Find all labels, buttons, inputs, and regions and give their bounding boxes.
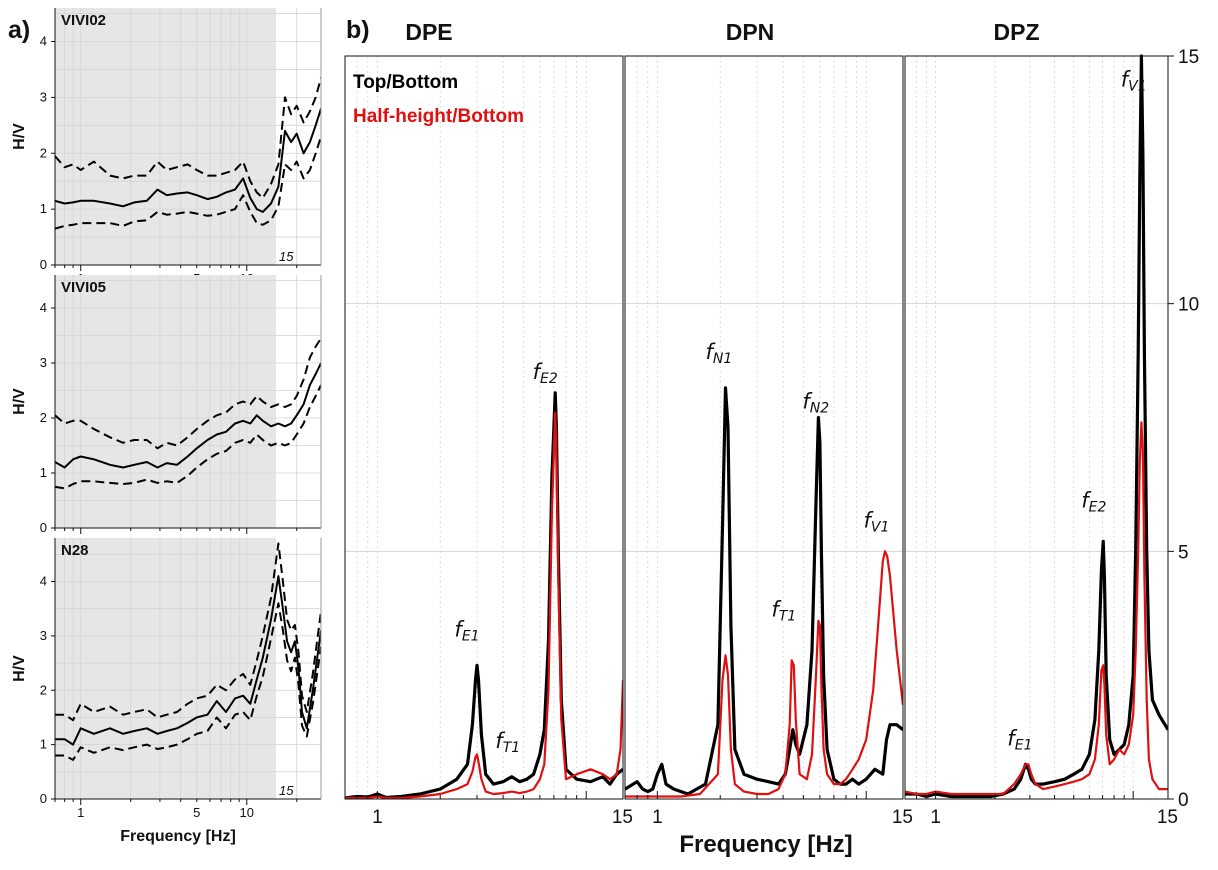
chart-b-dpn: 1 15 DPN fN1 fT1 fN2 fV1 <box>624 19 913 828</box>
series-top-bottom-line <box>625 386 903 796</box>
y-tick-label: 2 <box>40 145 47 160</box>
x-tick-label: 15 <box>892 807 913 828</box>
peak-label-fn1: fN1 <box>705 340 732 367</box>
panel-b-label: b) <box>346 16 370 44</box>
shaded-region <box>55 538 276 799</box>
series-group <box>345 391 623 799</box>
peak-label-ft1: fT1 <box>495 729 520 756</box>
y-tick-label: 10 <box>1178 295 1199 316</box>
peak-label-fe1: fE1 <box>1007 726 1032 753</box>
chart-title: DPN <box>726 19 775 45</box>
plot-frame <box>904 55 1169 800</box>
series-half-height-bottom-line <box>345 411 623 799</box>
y-tick-label: 0 <box>40 791 47 806</box>
series-top-bottom-line <box>345 391 623 799</box>
y-tick-label: 4 <box>40 34 47 49</box>
series-lower-line <box>55 602 321 761</box>
series-group <box>55 77 321 230</box>
grid <box>624 56 903 799</box>
y-axis-label: H/V <box>11 388 28 415</box>
chart-a-vivi05: 0 1 2 3 4 VIVI05 H/V <box>11 275 322 535</box>
y-tick-label: 15 <box>1178 47 1199 68</box>
x-tick-label: 15 <box>279 249 294 264</box>
plot-frame <box>624 55 904 800</box>
y-tick-label: 4 <box>40 574 47 589</box>
y-tick-label: 4 <box>40 300 47 315</box>
peak-label-fn2: fN2 <box>802 390 829 417</box>
grid <box>54 275 321 528</box>
y-tick-label: 3 <box>40 355 47 370</box>
y-tick-label: 3 <box>40 89 47 104</box>
x-axis-label-panel-b: Frequency [Hz] <box>679 831 852 858</box>
chart-title: VIVI02 <box>61 12 106 29</box>
y-tick-label: 2 <box>40 682 47 697</box>
y-tick-label: 0 <box>40 520 47 535</box>
series-upper-line <box>55 542 321 722</box>
y-tick-label: 0 <box>1178 790 1189 811</box>
chart-title: VIVI05 <box>61 279 106 296</box>
shaded-region <box>55 8 276 265</box>
x-tick-label: 1 <box>652 807 663 828</box>
peak-label-fe2: fE2 <box>533 360 558 387</box>
series-upper-line <box>55 337 321 450</box>
panel-a-label: a) <box>8 16 30 44</box>
legend-entry-top-bottom: Top/Bottom <box>353 72 458 93</box>
chart-b-dpz: 1 15 DPZ 0 5 10 15 fE1 fE2 fV1 <box>904 19 1199 828</box>
chart-title: DPZ <box>994 19 1040 45</box>
series-top-bottom-line <box>905 54 1168 799</box>
y-axis-label: H/V <box>11 655 28 682</box>
y-tick-label: 1 <box>40 201 47 216</box>
y-tick-label: 3 <box>40 628 47 643</box>
legend-entry-half-height-bottom: Half-height/Bottom <box>353 106 524 127</box>
x-tick-label: 15 <box>612 807 633 828</box>
peak-label-fe1: fE1 <box>454 617 479 644</box>
peak-label-ft1: fT1 <box>771 598 796 625</box>
charts-layer: 01234151015VIVI02H/V01234VIVI05H/V012341… <box>11 8 1199 858</box>
series-group <box>905 54 1168 799</box>
grid <box>904 56 1168 799</box>
y-axis-label: H/V <box>11 123 28 150</box>
x-axis-label: Frequency [Hz] <box>120 828 236 845</box>
x-tick-label: 1 <box>77 805 84 820</box>
series-half-height-bottom-line <box>905 421 1168 796</box>
x-tick-label: 1 <box>372 807 383 828</box>
series-upper-line <box>55 77 321 199</box>
series-group <box>55 542 321 761</box>
y-tick-label: 2 <box>40 410 47 425</box>
chart-title: N28 <box>61 542 89 559</box>
x-tick-label: 15 <box>1157 807 1178 828</box>
peak-label-fv1: fV1 <box>1121 68 1147 95</box>
series-lower-line <box>55 136 321 230</box>
series-mean-line <box>55 362 321 469</box>
x-tick-label: 15 <box>279 783 294 798</box>
series-mean-line <box>55 108 321 213</box>
x-tick-label: 10 <box>240 805 254 820</box>
series-lower-line <box>55 384 321 490</box>
series-mean-line <box>55 575 321 746</box>
peak-label-fe2: fE2 <box>1081 489 1106 516</box>
x-tick-label: 5 <box>193 805 200 820</box>
y-tick-label: 1 <box>40 465 47 480</box>
y-tick-label: 1 <box>40 737 47 752</box>
chart-b-dpe: 1 15 DPE Top/Bottom Half-height/Bottom fE1 fT1… <box>344 19 633 828</box>
peak-label-fv1: fV1 <box>864 509 890 536</box>
y-tick-label: 0 <box>40 257 47 272</box>
series-group <box>625 386 903 798</box>
chart-title: DPE <box>405 19 452 45</box>
chart-a-vivi02: 01234151015VIVI02H/V <box>11 8 322 286</box>
y-tick-label: 5 <box>1178 542 1189 563</box>
grid <box>344 56 623 799</box>
x-tick-label: 1 <box>930 807 941 828</box>
series-group <box>55 337 321 490</box>
series-half-height-bottom-line <box>625 550 903 798</box>
plot-frame <box>344 55 624 800</box>
